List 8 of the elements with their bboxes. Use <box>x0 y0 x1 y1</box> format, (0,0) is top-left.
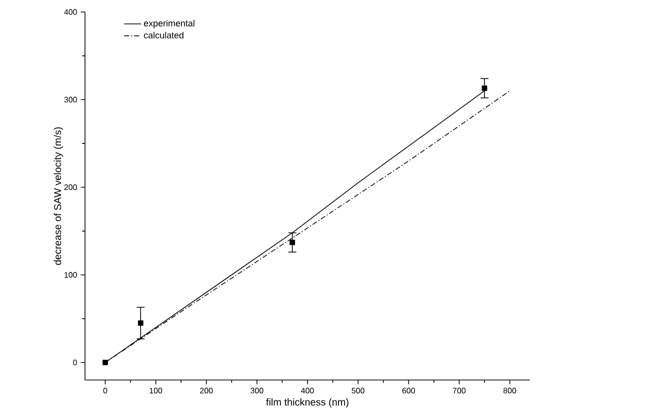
y-axis-title: decrease of SAW velocity (m/s) <box>54 127 64 265</box>
point <box>290 240 296 246</box>
legend-label: calculated <box>144 32 184 38</box>
point <box>482 86 488 91</box>
x-axis-title: film thickness (nm) <box>266 398 348 408</box>
legend-label: experimental <box>144 20 194 28</box>
point <box>102 360 108 366</box>
point <box>138 320 144 326</box>
